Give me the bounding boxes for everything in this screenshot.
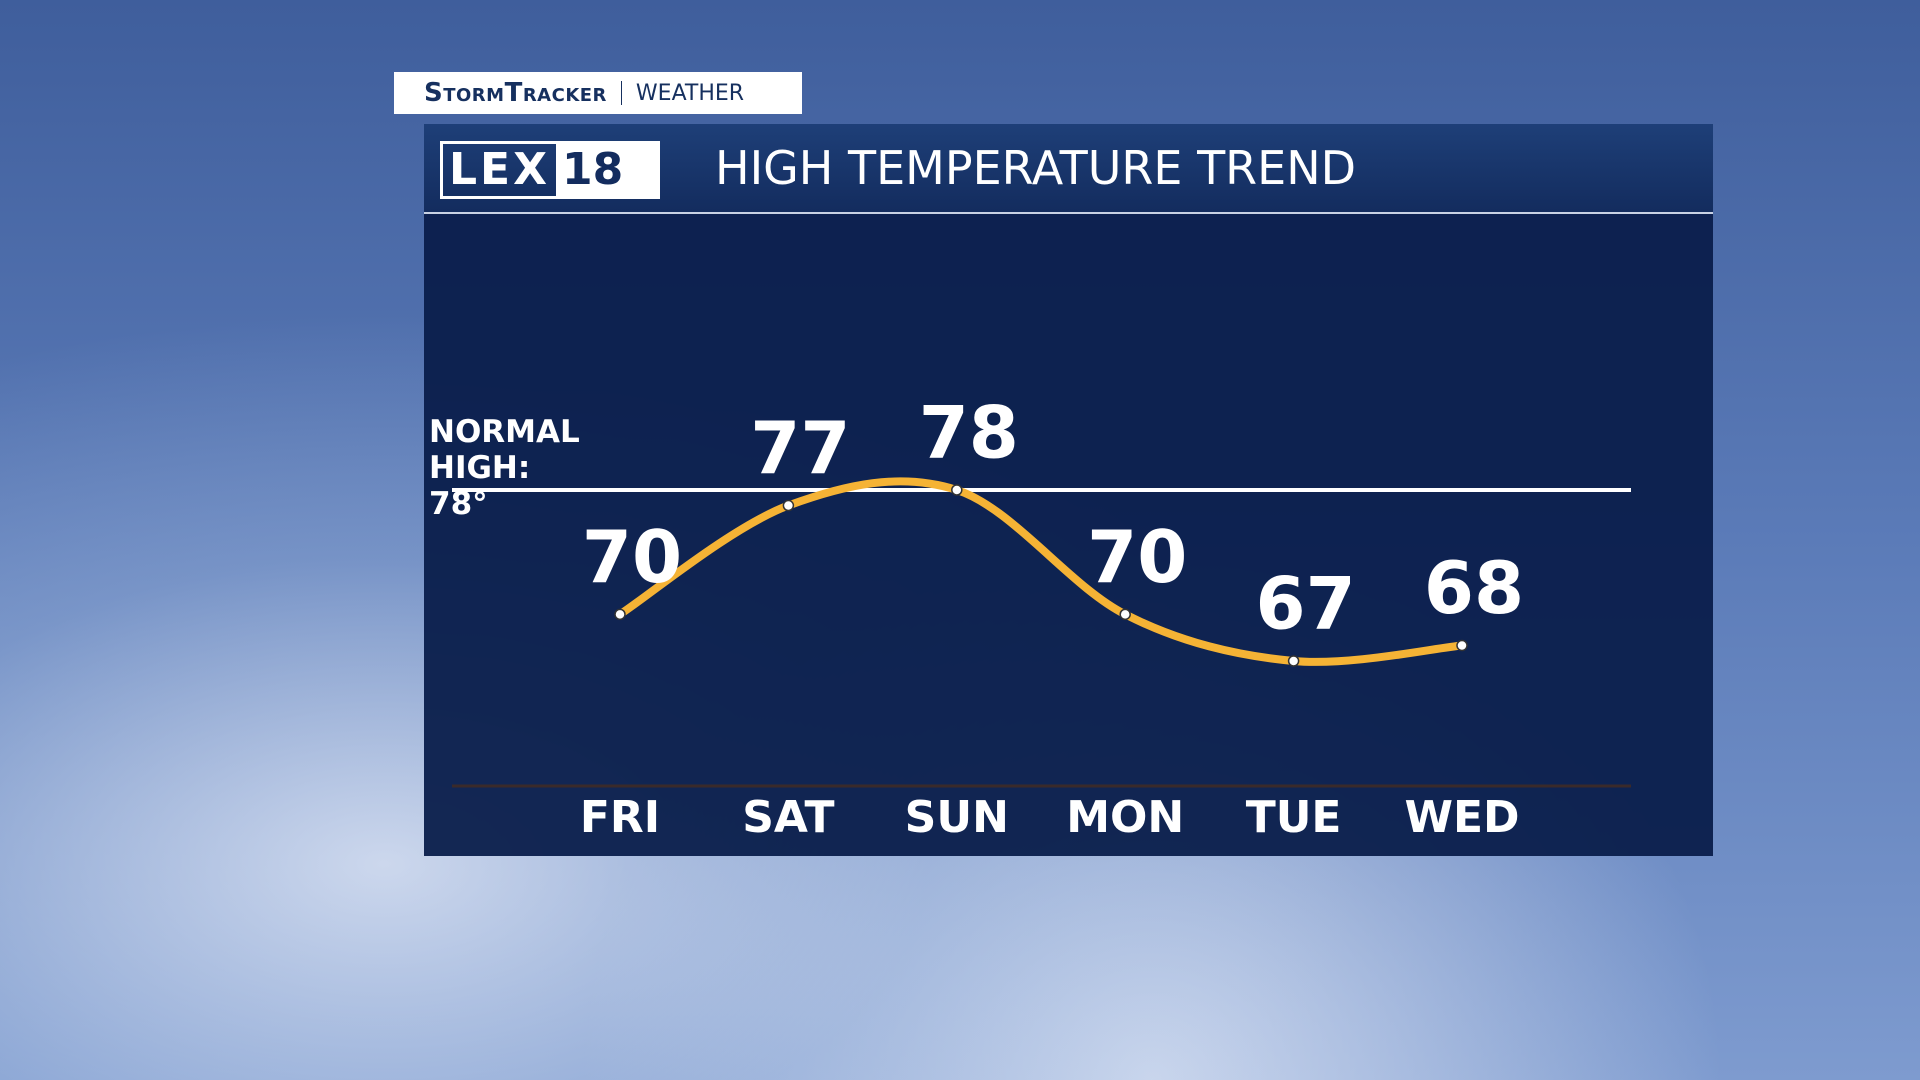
x-tick-label: TUE	[1246, 792, 1342, 843]
reference-label: NORMAL HIGH: 78°	[429, 414, 580, 522]
x-tick-label: SUN	[905, 792, 1009, 843]
data-point	[782, 499, 795, 512]
separator	[620, 81, 622, 105]
value-label: 77	[750, 406, 850, 490]
x-tick-label: WED	[1404, 792, 1519, 843]
logo-text: LEX	[449, 144, 551, 195]
value-label: 70	[582, 515, 682, 599]
section: WEATHER	[635, 80, 745, 106]
x-tick-label: MON	[1066, 792, 1184, 843]
chart-title: HIGH TEMPERATURE TREND	[715, 141, 1357, 195]
x-tick-label: SAT	[742, 792, 834, 843]
chart-header: LEX 18 HIGH TEMPERATURE TREND	[424, 124, 1713, 214]
value-label: 68	[1424, 546, 1524, 630]
trend-line	[616, 477, 1466, 666]
brand: StormTracker	[424, 78, 607, 108]
value-label: 78	[919, 391, 1019, 475]
value-label: 70	[1087, 515, 1187, 599]
data-point	[951, 484, 963, 496]
x-tick-label: FRI	[580, 792, 660, 843]
logo: LEX 18	[440, 141, 661, 199]
data-point	[1456, 639, 1468, 652]
data-point	[614, 608, 626, 621]
logo-number: 18	[556, 144, 658, 196]
data-point	[1119, 608, 1131, 621]
data-point	[1287, 655, 1300, 667]
brand-tab: StormTracker WEATHER	[394, 72, 802, 114]
value-label: 67	[1255, 562, 1355, 646]
